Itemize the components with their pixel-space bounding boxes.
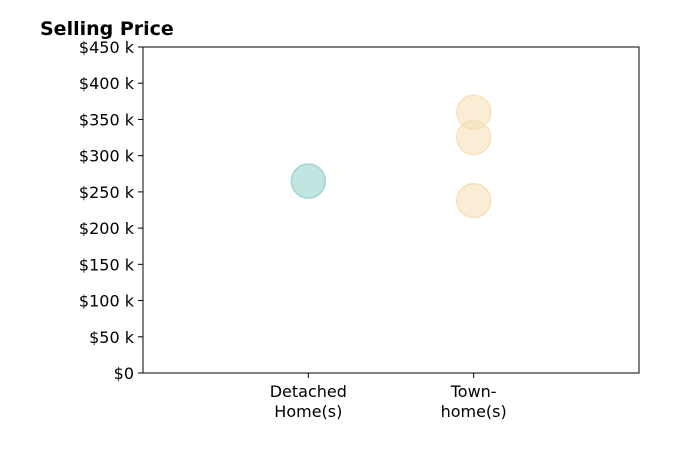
plot-area	[142, 46, 640, 374]
y-tick-label: $400 k	[79, 74, 135, 93]
y-tick-label: $450 k	[79, 38, 135, 57]
y-tick-label: $100 k	[79, 292, 135, 311]
y-tick-label: $0	[114, 364, 134, 383]
y-tick-label: $200 k	[79, 219, 135, 238]
y-tick-label: $300 k	[79, 147, 135, 166]
plot-frame	[142, 46, 640, 374]
y-tick-label: $350 k	[79, 110, 135, 129]
y-axis: $0 $50 k $100 k $150 k $200 k $250 k $300 k $35…	[79, 38, 143, 383]
data-point	[455, 119, 492, 156]
chart-title: Selling Price	[40, 18, 174, 40]
x-axis: Detached Home(s) Town-home(s)	[270, 373, 507, 421]
data-point	[455, 182, 492, 219]
y-tick-label: $50 k	[89, 328, 135, 347]
data-point	[290, 163, 327, 199]
y-tick-label: $150 k	[79, 255, 135, 274]
data-points	[290, 94, 492, 219]
x-tick-label: Town-home(s)	[441, 382, 507, 421]
y-tick-label: $250 k	[79, 183, 135, 202]
x-tick-label: Detached Home(s)	[270, 382, 347, 421]
